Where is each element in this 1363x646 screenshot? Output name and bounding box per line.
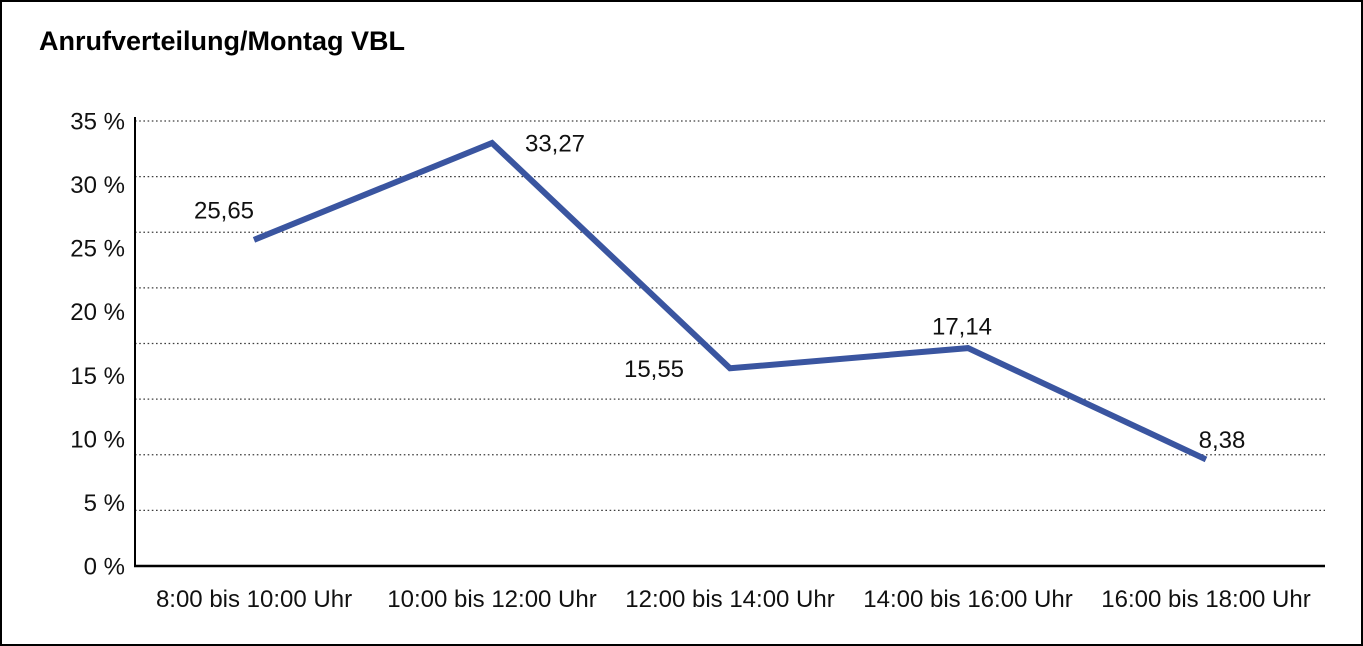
y-axis-tick-label: 20 %: [70, 299, 125, 326]
x-axis-category-label: 10:00 bis 12:00 Uhr: [387, 586, 596, 613]
y-axis-tick-label: 0 %: [84, 554, 125, 581]
y-axis-tick-label: 25 %: [70, 236, 125, 263]
y-axis-tick-label: 5 %: [84, 490, 125, 517]
y-axis-tick-label: 30 %: [70, 172, 125, 199]
y-axis-tick-label: 15 %: [70, 363, 125, 390]
x-axis-category-label: 8:00 bis 10:00 Uhr: [156, 586, 352, 613]
y-axis-tick-label: 35 %: [70, 109, 125, 136]
data-series-line: [252, 139, 1208, 463]
y-axis-tick-label: 10 %: [70, 426, 125, 453]
chart-title: Anrufverteilung/Montag VBL: [39, 26, 405, 56]
data-point-label: 15,55: [624, 356, 684, 383]
data-point-label: 25,65: [194, 197, 254, 224]
data-point-label: 17,14: [932, 314, 992, 341]
x-axis-category-label: 16:00 bis 18:00 Uhr: [1101, 586, 1310, 613]
x-axis-category-label: 12:00 bis 14:00 Uhr: [625, 586, 834, 613]
data-point-label: 8,38: [1199, 427, 1246, 454]
data-point-label: 33,27: [525, 130, 585, 157]
x-axis-category-label: 14:00 bis 16:00 Uhr: [863, 586, 1072, 613]
